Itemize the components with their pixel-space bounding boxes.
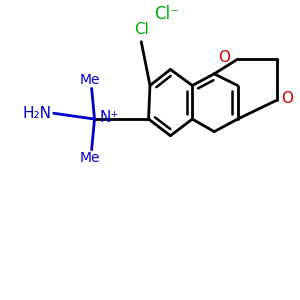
- Text: O: O: [218, 50, 230, 65]
- Text: Me: Me: [80, 73, 101, 87]
- Text: Me: Me: [80, 151, 101, 165]
- Text: O: O: [281, 91, 293, 106]
- Text: H₂N: H₂N: [22, 106, 51, 121]
- Text: Cl: Cl: [134, 22, 149, 37]
- Text: N⁺: N⁺: [100, 110, 119, 125]
- Text: Cl⁻: Cl⁻: [154, 5, 179, 23]
